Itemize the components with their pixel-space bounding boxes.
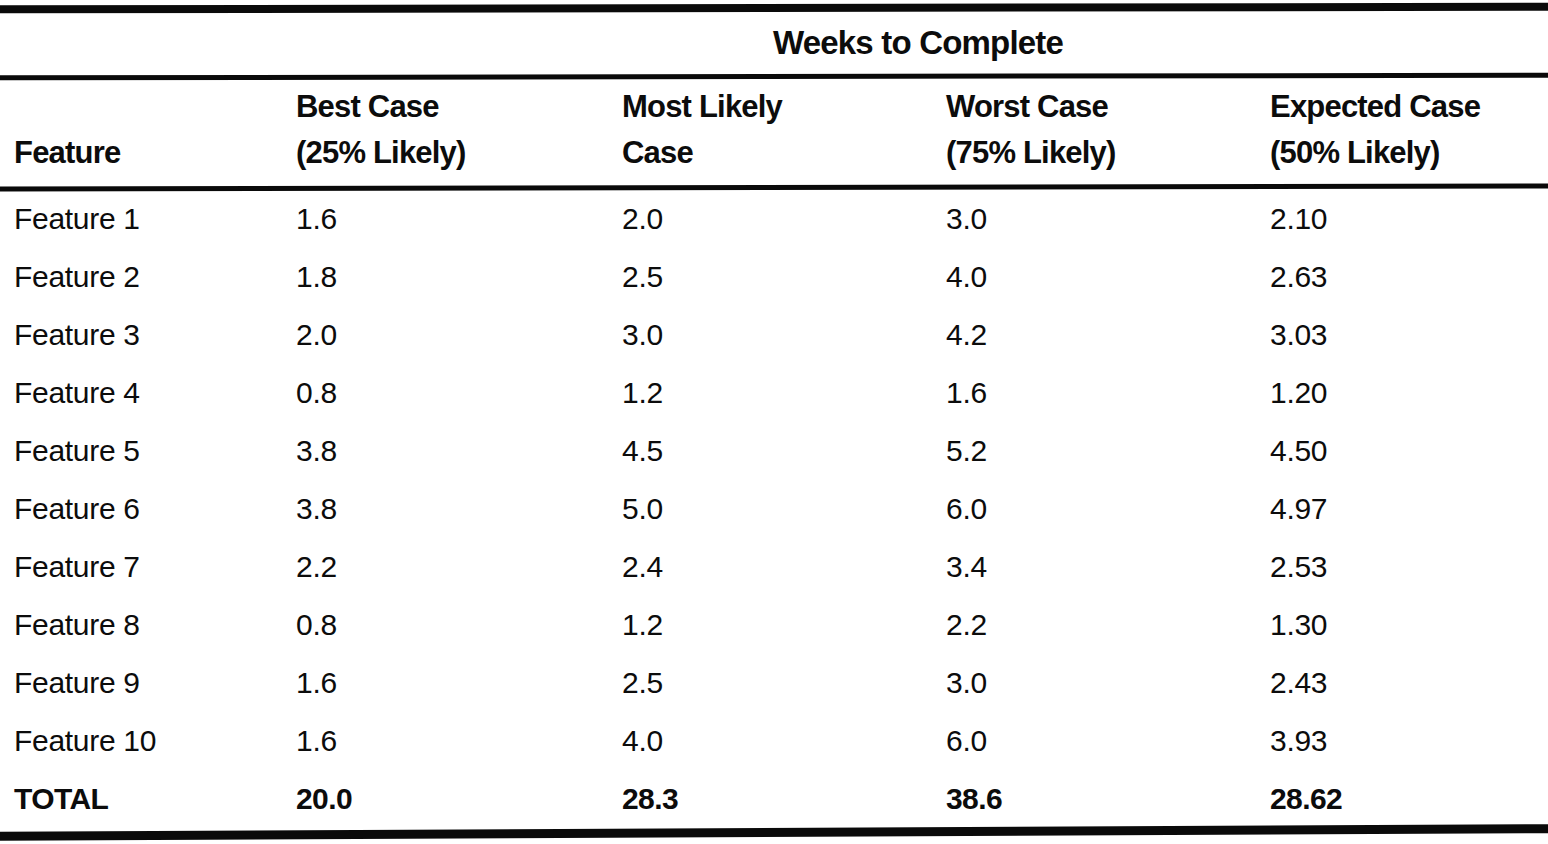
header-line: Feature: [14, 130, 296, 176]
worst-case-cell: 6.0: [946, 712, 1270, 770]
expected-case-cell: 1.20: [1270, 364, 1548, 422]
header-line: (75% Likely): [946, 130, 1270, 176]
best-case-cell: 2.0: [296, 306, 622, 364]
most-likely-cell: 4.0: [622, 712, 946, 770]
header-line: Best Case: [296, 84, 622, 130]
column-header-feature: Feature: [0, 79, 296, 185]
most-likely-cell: 5.0: [622, 480, 946, 538]
table-body: Feature 1 1.6 2.0 3.0 2.10 Feature 2 1.8…: [0, 190, 1548, 828]
best-case-cell: 1.6: [296, 654, 622, 712]
most-likely-cell: 4.5: [622, 422, 946, 480]
expected-case-cell: 3.93: [1270, 712, 1548, 770]
most-likely-cell: 2.5: [622, 654, 946, 712]
table-row-feature-9: Feature 9 1.6 2.5 3.0 2.43: [0, 654, 1548, 712]
worst-case-cell: 5.2: [946, 422, 1270, 480]
worst-case-cell: 3.0: [946, 654, 1270, 712]
expected-case-cell: 1.30: [1270, 596, 1548, 654]
table-row-feature-5: Feature 5 3.8 4.5 5.2 4.50: [0, 422, 1548, 480]
feature-cell: Feature 5: [0, 422, 296, 480]
span-header-weeks-to-complete: Weeks to Complete: [296, 12, 1540, 74]
best-case-cell: 3.8: [296, 480, 622, 538]
worst-case-cell: 3.0: [946, 190, 1270, 248]
table-row-total: TOTAL 20.0 28.3 38.6 28.62: [0, 770, 1548, 828]
feature-cell: Feature 8: [0, 596, 296, 654]
most-likely-cell: 1.2: [622, 596, 946, 654]
column-header-most-likely-case: Most Likely Case: [622, 79, 946, 185]
column-header-expected-case: Expected Case (50% Likely): [1270, 79, 1548, 185]
expected-case-cell: 2.63: [1270, 248, 1548, 306]
scanned-document-page: Weeks to Complete Feature Best Case (25%…: [0, 0, 1548, 844]
table-row-feature-7: Feature 7 2.2 2.4 3.4 2.53: [0, 538, 1548, 596]
header-line: Most Likely: [622, 84, 946, 130]
worst-case-cell: 2.2: [946, 596, 1270, 654]
total-worst-case-cell: 38.6: [946, 770, 1270, 828]
best-case-cell: 1.8: [296, 248, 622, 306]
best-case-cell: 3.8: [296, 422, 622, 480]
column-header-row: Feature Best Case (25% Likely) Most Like…: [0, 79, 1548, 185]
header-line: Worst Case: [946, 84, 1270, 130]
feature-cell: Feature 9: [0, 654, 296, 712]
header-line: Expected Case: [1270, 84, 1548, 130]
expected-case-cell: 2.10: [1270, 190, 1548, 248]
feature-cell: Feature 3: [0, 306, 296, 364]
best-case-cell: 0.8: [296, 364, 622, 422]
total-best-case-cell: 20.0: [296, 770, 622, 828]
feature-cell: Feature 4: [0, 364, 296, 422]
best-case-cell: 0.8: [296, 596, 622, 654]
total-label-cell: TOTAL: [0, 770, 296, 828]
header-line: (50% Likely): [1270, 130, 1548, 176]
expected-case-cell: 4.50: [1270, 422, 1548, 480]
best-case-cell: 1.6: [296, 712, 622, 770]
best-case-cell: 1.6: [296, 190, 622, 248]
most-likely-cell: 1.2: [622, 364, 946, 422]
most-likely-cell: 2.0: [622, 190, 946, 248]
header-line: (25% Likely): [296, 130, 622, 176]
most-likely-cell: 2.5: [622, 248, 946, 306]
total-most-likely-cell: 28.3: [622, 770, 946, 828]
feature-cell: Feature 10: [0, 712, 296, 770]
worst-case-cell: 4.2: [946, 306, 1270, 364]
feature-cell: Feature 2: [0, 248, 296, 306]
header-line: Case: [622, 130, 946, 176]
table-row-feature-6: Feature 6 3.8 5.0 6.0 4.97: [0, 480, 1548, 538]
expected-case-cell: 2.53: [1270, 538, 1548, 596]
table-row-feature-10: Feature 10 1.6 4.0 6.0 3.93: [0, 712, 1548, 770]
worst-case-cell: 1.6: [946, 364, 1270, 422]
feature-cell: Feature 7: [0, 538, 296, 596]
most-likely-cell: 2.4: [622, 538, 946, 596]
most-likely-cell: 3.0: [622, 306, 946, 364]
table-row-feature-3: Feature 3 2.0 3.0 4.2 3.03: [0, 306, 1548, 364]
expected-case-cell: 2.43: [1270, 654, 1548, 712]
table-row-feature-2: Feature 2 1.8 2.5 4.0 2.63: [0, 248, 1548, 306]
table-row-feature-8: Feature 8 0.8 1.2 2.2 1.30: [0, 596, 1548, 654]
total-expected-case-cell: 28.62: [1270, 770, 1548, 828]
feature-cell: Feature 6: [0, 480, 296, 538]
table-row-feature-1: Feature 1 1.6 2.0 3.0 2.10: [0, 190, 1548, 248]
worst-case-cell: 3.4: [946, 538, 1270, 596]
table-row-feature-4: Feature 4 0.8 1.2 1.6 1.20: [0, 364, 1548, 422]
worst-case-cell: 4.0: [946, 248, 1270, 306]
column-header-best-case: Best Case (25% Likely): [296, 79, 622, 185]
expected-case-cell: 4.97: [1270, 480, 1548, 538]
best-case-cell: 2.2: [296, 538, 622, 596]
worst-case-cell: 6.0: [946, 480, 1270, 538]
feature-cell: Feature 1: [0, 190, 296, 248]
expected-case-cell: 3.03: [1270, 306, 1548, 364]
column-header-worst-case: Worst Case (75% Likely): [946, 79, 1270, 185]
